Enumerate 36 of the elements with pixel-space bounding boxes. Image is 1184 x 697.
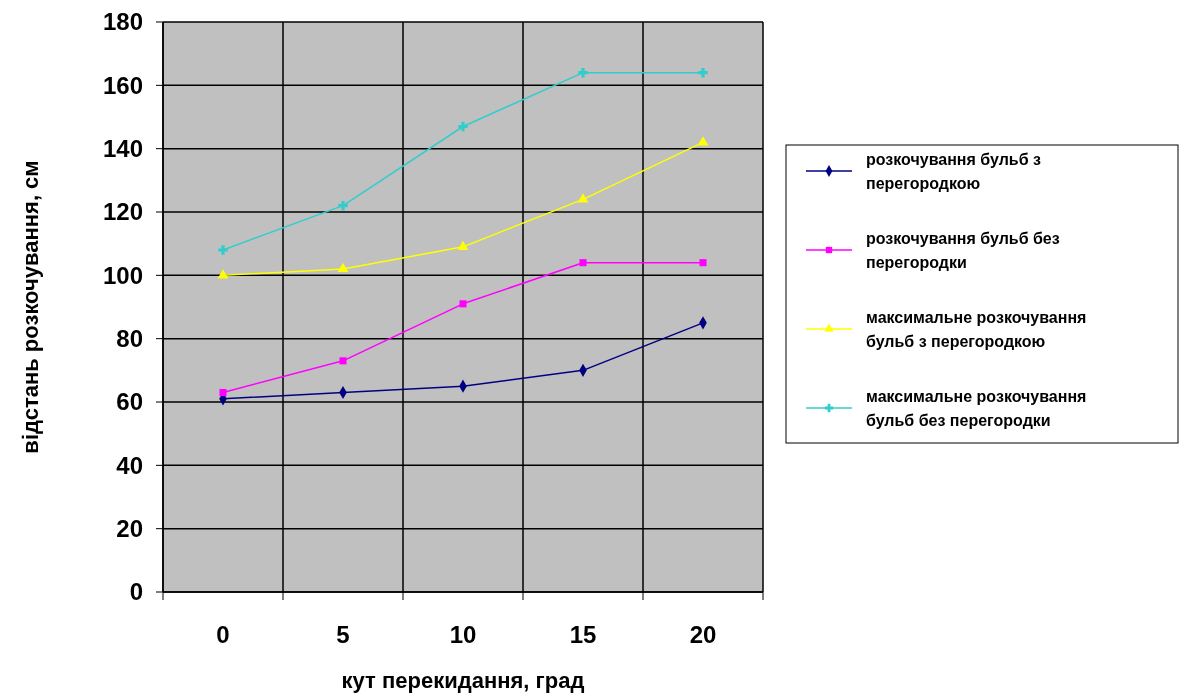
y-axis-title: відстань розкочування, см [18, 160, 43, 454]
point [577, 193, 589, 203]
point [699, 259, 707, 267]
point [337, 262, 349, 273]
point [697, 136, 709, 146]
y-tick-label: 20 [116, 515, 143, 543]
legend-label: розкочування бульб без перегородки [866, 230, 1060, 271]
y-tick-label: 60 [116, 388, 143, 416]
x-tick-label: 0 [216, 621, 230, 648]
y-tick-label: 160 [102, 71, 143, 99]
point [339, 357, 347, 365]
point [459, 300, 467, 308]
point [218, 245, 228, 255]
point [457, 240, 469, 250]
y-tick-label: 0 [129, 578, 143, 606]
point [578, 67, 588, 78]
y-tick-label: 40 [116, 451, 143, 479]
point [698, 67, 708, 78]
point [219, 388, 227, 397]
y-tick-label: 100 [102, 261, 143, 289]
legend-label: максимальне розкочування бульб без перегородки [866, 388, 1087, 429]
y-tick-label: 140 [102, 135, 143, 163]
x-tick-label: 10 [449, 621, 477, 648]
point [217, 269, 229, 279]
y-tick-label: 80 [116, 325, 143, 353]
x-axis-title: кут перекидання, град [341, 668, 585, 693]
y-tick-label: 180 [102, 8, 143, 36]
point [338, 200, 348, 211]
y-tick-label: 120 [102, 198, 143, 226]
legend-label: розкочування бульб з перегородкою [866, 151, 1041, 192]
point [458, 121, 468, 132]
x-tick-label: 15 [569, 621, 597, 648]
x-tick-label: 20 [689, 621, 717, 648]
point [579, 259, 587, 267]
x-tick-label: 5 [336, 621, 350, 648]
legend-label: максимальне розкочування бульб з перегородкою [866, 309, 1087, 350]
